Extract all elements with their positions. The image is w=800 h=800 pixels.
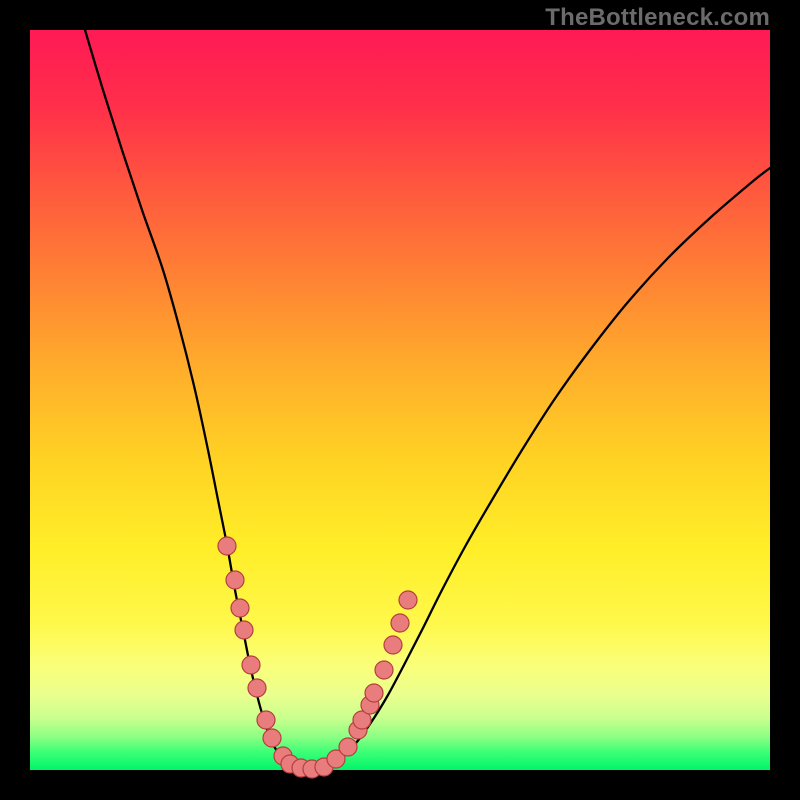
data-marker — [399, 591, 417, 609]
data-marker — [218, 537, 236, 555]
chart-canvas: TheBottleneck.com — [0, 0, 800, 800]
data-marker — [257, 711, 275, 729]
curves-layer — [30, 30, 770, 770]
data-marker — [375, 661, 393, 679]
data-marker — [231, 599, 249, 617]
marker-group — [218, 537, 417, 778]
data-marker — [339, 738, 357, 756]
data-marker — [384, 636, 402, 654]
plot-area — [30, 30, 770, 770]
data-marker — [248, 679, 266, 697]
data-marker — [242, 656, 260, 674]
left-curve — [85, 30, 308, 770]
watermark-text: TheBottleneck.com — [545, 4, 770, 32]
data-marker — [226, 571, 244, 589]
data-marker — [365, 684, 383, 702]
right-curve — [308, 168, 770, 770]
data-marker — [235, 621, 253, 639]
data-marker — [391, 614, 409, 632]
data-marker — [263, 729, 281, 747]
